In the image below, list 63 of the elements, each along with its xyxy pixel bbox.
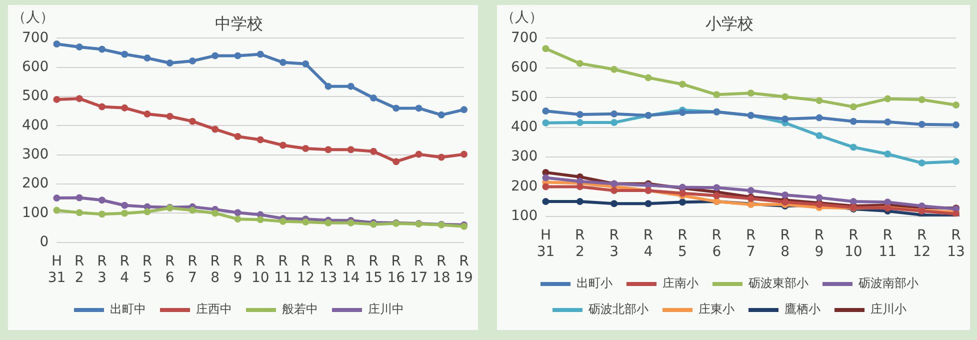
y-tick-label: 0: [40, 234, 49, 250]
x-tick-label: R 8: [210, 253, 220, 286]
x-tick-label: R 15: [364, 253, 382, 286]
x-tick-label: R 7: [188, 253, 198, 286]
legend-label: 般若中: [282, 302, 318, 316]
legend-label: 庄西中: [196, 302, 232, 316]
x-tick-label: R 6: [712, 227, 722, 260]
chart-title: 小学校: [706, 14, 754, 33]
x-tick-label: R 10: [844, 227, 862, 260]
x-tick-label: R 3: [609, 227, 620, 260]
x-tick-label: R 7: [746, 227, 756, 260]
x-tick-label: R 4: [120, 253, 130, 286]
x-tick-label: R 9: [814, 227, 824, 260]
chart-title: 中学校: [215, 14, 263, 33]
x-tick-label: R 14: [342, 253, 360, 286]
y-axis-title: （人）: [501, 10, 543, 26]
x-tick-label: R 16: [387, 253, 406, 286]
x-tick-label: H 31: [48, 253, 66, 286]
y-tick-label: 100: [510, 208, 538, 224]
y-tick-label: 600: [22, 59, 49, 76]
legend-label: 庄川中: [368, 302, 404, 316]
x-tick-label: R 6: [164, 253, 175, 286]
x-tick-label: R 2: [575, 227, 586, 260]
y-tick-label: 700: [22, 30, 49, 46]
x-tick-label: R 2: [74, 253, 84, 286]
y-tick-label: 200: [22, 176, 49, 192]
x-tick-label: R 11: [878, 227, 897, 260]
legend-label: 庄川小: [870, 302, 906, 316]
x-tick-label: R 19: [455, 253, 473, 286]
legend-label: 出町小: [576, 276, 612, 290]
y-tick-label: 100: [22, 204, 49, 221]
y-tick-label: 300: [510, 148, 538, 165]
x-tick-label: R 5: [142, 253, 152, 286]
y-tick-label: 600: [510, 60, 538, 76]
legend-label: 出町中: [110, 302, 146, 316]
legend-label: 庄東小: [698, 302, 734, 316]
legend-label: 砺波東部小: [748, 276, 808, 290]
y-tick-label: 200: [510, 178, 538, 194]
y-tick-label: 500: [22, 88, 49, 104]
y-axis-title: （人）: [12, 10, 54, 26]
x-tick-label: R 13: [319, 253, 338, 286]
x-tick-label: R 12: [296, 253, 315, 286]
y-tick-label: 700: [510, 30, 538, 46]
legend-label: 庄南小: [662, 276, 698, 290]
legend-label: 鷹栖小: [784, 302, 820, 316]
y-tick-label: 400: [510, 118, 538, 135]
x-tick-label: R 9: [232, 253, 243, 286]
y-tick-label: 400: [22, 117, 49, 134]
x-tick-label: R 18: [432, 253, 450, 286]
y-tick-label: 300: [22, 146, 49, 163]
legend-label: 砺波南部小: [858, 276, 918, 290]
y-tick-label: 500: [510, 89, 538, 106]
x-tick-label: R 11: [274, 253, 292, 286]
x-tick-label: R 5: [678, 227, 688, 260]
x-tick-label: R 17: [410, 253, 428, 286]
x-tick-label: H 31: [536, 227, 555, 260]
x-tick-label: R 3: [97, 253, 108, 286]
x-tick-label: R 4: [643, 227, 654, 260]
x-tick-label: R 8: [780, 227, 790, 260]
x-tick-label: R 10: [251, 253, 270, 286]
x-tick-label: R 13: [947, 227, 965, 260]
x-tick-label: R 12: [912, 227, 931, 260]
legend-label: 砺波北部小: [588, 302, 648, 316]
